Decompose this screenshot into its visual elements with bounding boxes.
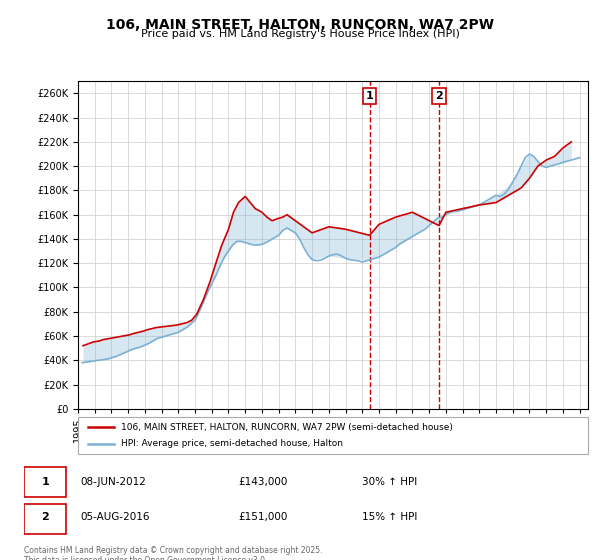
FancyBboxPatch shape	[78, 417, 588, 454]
Text: 05-AUG-2016: 05-AUG-2016	[80, 512, 150, 522]
Text: 1: 1	[41, 477, 49, 487]
Text: 2: 2	[41, 512, 49, 522]
Text: 30% ↑ HPI: 30% ↑ HPI	[362, 477, 418, 487]
Text: HPI: Average price, semi-detached house, Halton: HPI: Average price, semi-detached house,…	[121, 439, 343, 448]
Text: Price paid vs. HM Land Registry's House Price Index (HPI): Price paid vs. HM Land Registry's House …	[140, 29, 460, 39]
Text: Contains HM Land Registry data © Crown copyright and database right 2025.
This d: Contains HM Land Registry data © Crown c…	[24, 546, 323, 560]
Text: 15% ↑ HPI: 15% ↑ HPI	[362, 512, 418, 522]
Text: 08-JUN-2012: 08-JUN-2012	[80, 477, 146, 487]
Text: £143,000: £143,000	[238, 477, 287, 487]
Text: 106, MAIN STREET, HALTON, RUNCORN, WA7 2PW (semi-detached house): 106, MAIN STREET, HALTON, RUNCORN, WA7 2…	[121, 423, 453, 432]
Text: 2: 2	[435, 91, 443, 101]
Text: 1: 1	[366, 91, 373, 101]
FancyBboxPatch shape	[24, 505, 66, 534]
Text: 106, MAIN STREET, HALTON, RUNCORN, WA7 2PW: 106, MAIN STREET, HALTON, RUNCORN, WA7 2…	[106, 18, 494, 32]
Text: £151,000: £151,000	[238, 512, 287, 522]
FancyBboxPatch shape	[24, 467, 66, 497]
